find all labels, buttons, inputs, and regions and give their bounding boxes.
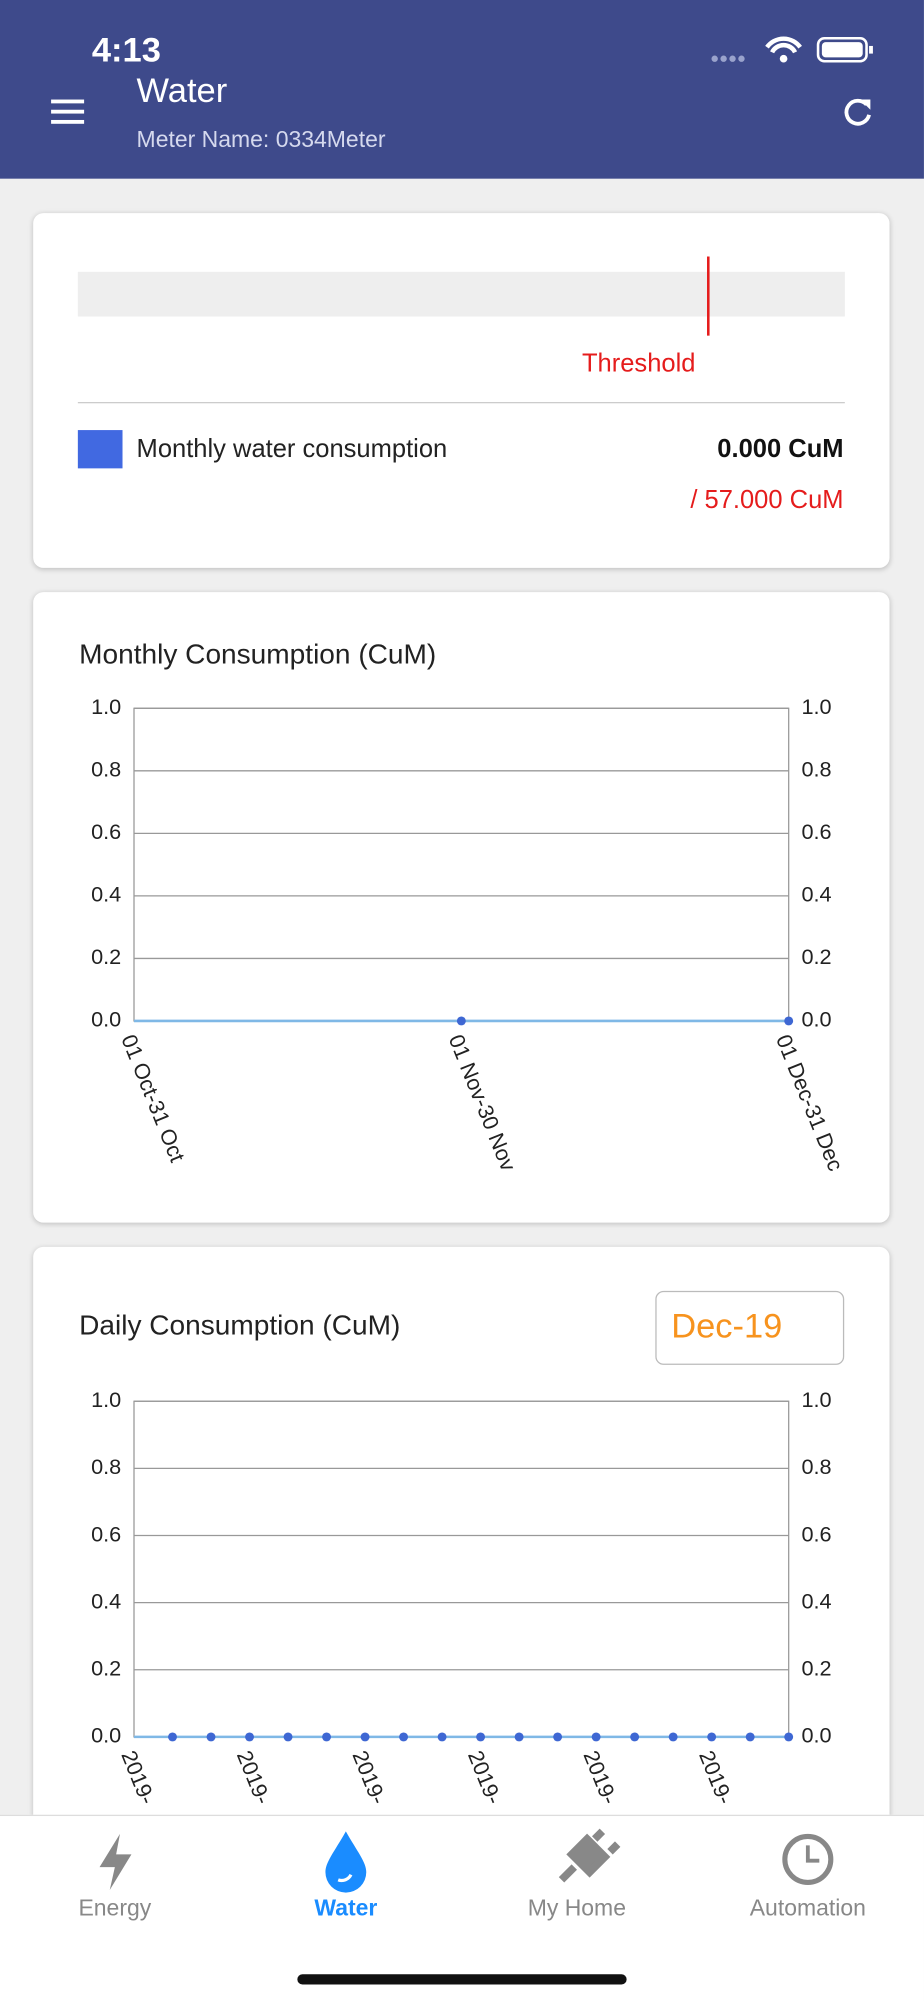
tab-icons	[99, 1828, 834, 1893]
y2-tick-label: 0.8	[801, 1454, 831, 1479]
threshold-card: Threshold Monthly water consumption 0.00…	[33, 213, 890, 568]
y-tick-label: 0.0	[91, 1007, 121, 1032]
app-bar: 4:13 Water Meter Name: 0334Meter	[0, 0, 924, 179]
data-point	[206, 1732, 216, 1742]
y-tick-label: 0.0	[91, 1723, 121, 1748]
y2-tick-label: 0.6	[801, 1521, 831, 1546]
y-tick-label: 0.8	[91, 757, 121, 782]
threshold-line	[707, 256, 710, 336]
menu-button[interactable]	[51, 99, 85, 126]
refresh-button[interactable]	[840, 94, 876, 130]
legend-swatch	[77, 430, 123, 469]
data-point	[745, 1732, 755, 1742]
consumption-bar	[77, 271, 845, 317]
y2-tick-label: 1.0	[801, 1387, 831, 1412]
monthly-chart: Monthly Consumption (CuM) 0.0 0.0 0.2 0.2 0.4…	[79, 638, 848, 1175]
threshold-label: Threshold	[581, 349, 696, 378]
y-tick-label: 0.6	[91, 819, 121, 844]
data-point	[456, 1016, 466, 1026]
x-tick-label: 2019-	[579, 1747, 623, 1808]
data-point	[283, 1732, 293, 1742]
period-picker[interactable]	[655, 1290, 845, 1365]
data-point	[245, 1732, 255, 1742]
x-tick-label: 01 Oct-31 Oct	[116, 1031, 190, 1166]
threshold-value: / 57.000 CuM	[690, 486, 844, 515]
y2-tick-label: 0.0	[801, 1723, 831, 1748]
y2-tick-label: 0.2	[801, 1656, 831, 1681]
y-tick-label: 0.2	[91, 944, 121, 969]
tab-bar: Energy Water My Home Automation	[0, 1814, 924, 2001]
daily-chart: Daily Consumption (CuM) Dec-19 0.0 0.0 0.2 0.…	[79, 1290, 845, 1808]
y2-tick-label: 0.4	[801, 1588, 831, 1613]
x-tick-label: 2019-	[232, 1747, 276, 1808]
divider	[77, 402, 845, 404]
data-point	[399, 1732, 409, 1742]
status-icons	[711, 36, 873, 63]
data-point	[784, 1732, 794, 1742]
data-point	[707, 1732, 717, 1742]
y-tick-label: 0.2	[91, 1656, 121, 1681]
meter-name: Meter Name: 0334Meter	[136, 126, 386, 152]
x-tick-label: 2019-	[116, 1747, 160, 1808]
tab-automation[interactable]: Automation	[749, 1895, 866, 1921]
data-point	[668, 1732, 678, 1742]
home-indicator	[297, 1974, 627, 1985]
data-point	[553, 1732, 563, 1742]
chart-title: Monthly Consumption (CuM)	[79, 638, 436, 669]
y-tick-label: 0.8	[91, 1454, 121, 1479]
x-tick-label: 01 Nov-30 Nov	[444, 1031, 521, 1175]
y-tick-label: 1.0	[91, 694, 121, 719]
data-point	[322, 1732, 332, 1742]
plot-frame	[133, 707, 790, 1022]
plot-frame	[133, 1400, 790, 1738]
data-point	[476, 1732, 486, 1742]
tab-energy[interactable]: Energy	[78, 1895, 152, 1921]
y2-tick-label: 0.6	[801, 819, 831, 844]
y-tick-label: 0.6	[91, 1521, 121, 1546]
data-point	[591, 1732, 601, 1742]
data-point	[360, 1732, 370, 1742]
y-tick-label: 1.0	[91, 1387, 121, 1412]
data-point	[168, 1732, 177, 1742]
y2-tick-label: 0.0	[801, 1007, 831, 1032]
y2-tick-label: 1.0	[801, 694, 831, 719]
data-point	[514, 1732, 524, 1742]
chart-title: Daily Consumption (CuM)	[79, 1310, 400, 1341]
y2-tick-label: 0.8	[801, 757, 831, 782]
y2-tick-label: 0.2	[801, 944, 831, 969]
period-label: Dec-19	[671, 1308, 782, 1346]
y2-tick-label: 0.4	[801, 882, 831, 907]
tab-water[interactable]: Water	[314, 1895, 378, 1921]
monthly-card: Monthly Consumption (CuM) 0.0 0.0 0.2 0.2 0.4…	[33, 592, 890, 1223]
x-tick-label: 2019-	[694, 1747, 738, 1808]
data-point	[784, 1016, 794, 1026]
page-title: Water	[136, 71, 228, 110]
data-point	[630, 1732, 640, 1742]
x-tick-label: 2019-	[347, 1747, 391, 1808]
status-time: 4:13	[91, 30, 161, 69]
x-tick-label: 2019-	[463, 1747, 507, 1808]
tab-my-home[interactable]: My Home	[527, 1895, 626, 1921]
x-tick-label: 01 Dec-31 Dec	[771, 1031, 848, 1175]
y-tick-label: 0.4	[91, 882, 121, 907]
y-tick-label: 0.4	[91, 1588, 121, 1613]
legend-label: Monthly water consumption	[136, 435, 448, 464]
consumption-value: 0.000 CuM	[717, 435, 844, 464]
data-point	[437, 1732, 447, 1742]
